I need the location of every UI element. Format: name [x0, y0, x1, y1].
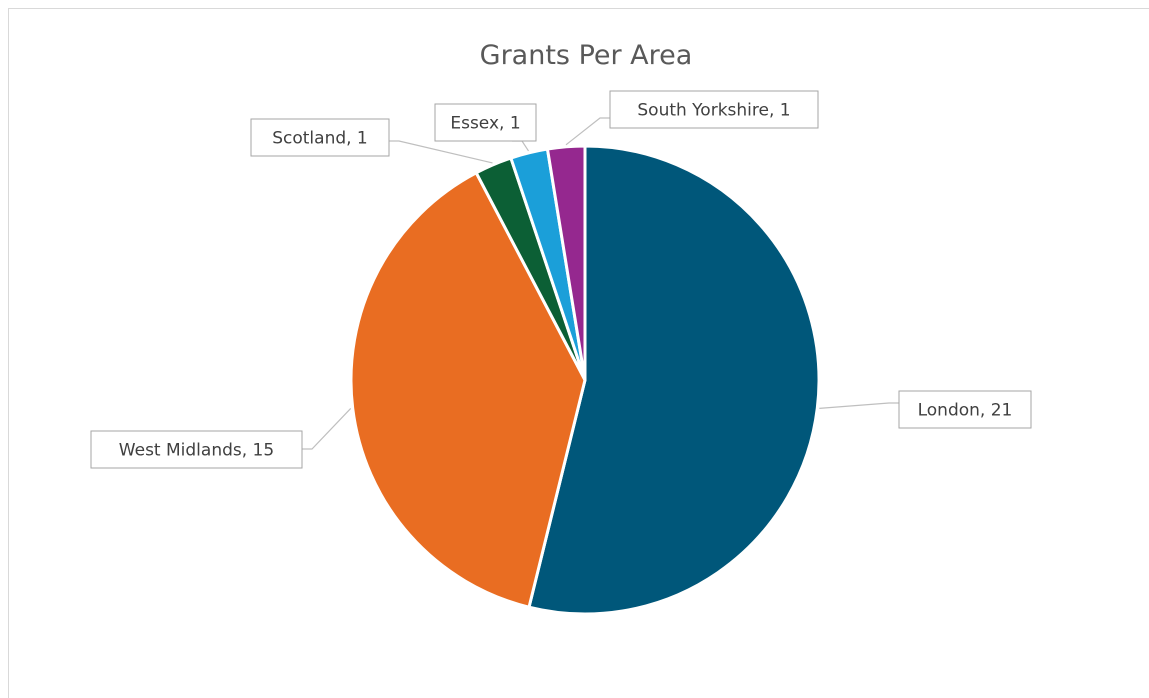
leader-line-essex — [512, 140, 530, 152]
pie-slice-west-midlands — [349, 171, 587, 609]
data-label-box-essex — [434, 103, 537, 142]
leader-line-scotland — [389, 140, 493, 164]
leader-line-london — [819, 402, 899, 409]
pie-chart: Grants Per Area London, 21 West Midlands,… — [90, 40, 1032, 616]
data-label-london: London, 21 — [918, 401, 1013, 421]
leader-line-south-yorkshire — [565, 117, 610, 146]
data-label-south-yorkshire: South Yorkshire, 1 — [637, 101, 790, 121]
chart-title: Grants Per Area — [480, 40, 693, 71]
leader-lines — [302, 117, 899, 450]
data-label-west-midlands: West Midlands, 15 — [119, 441, 274, 461]
data-label-scotland: Scotland, 1 — [272, 129, 368, 149]
data-label-box-west-midlands — [90, 430, 303, 469]
leader-line-west-midlands — [302, 407, 352, 450]
chart-frame — [8, 8, 1149, 698]
data-label-box-south-yorkshire — [609, 90, 819, 129]
pie-slices — [349, 144, 821, 616]
data-label-box-scotland — [250, 118, 390, 157]
data-labels: London, 21 West Midlands, 15 Scotland, 1 Es… — [90, 90, 1032, 469]
pie-slice-south-yorkshire — [545, 144, 587, 382]
data-label-essex: Essex, 1 — [450, 114, 520, 134]
data-label-box-london — [898, 390, 1032, 429]
pie-slice-london — [527, 144, 821, 616]
